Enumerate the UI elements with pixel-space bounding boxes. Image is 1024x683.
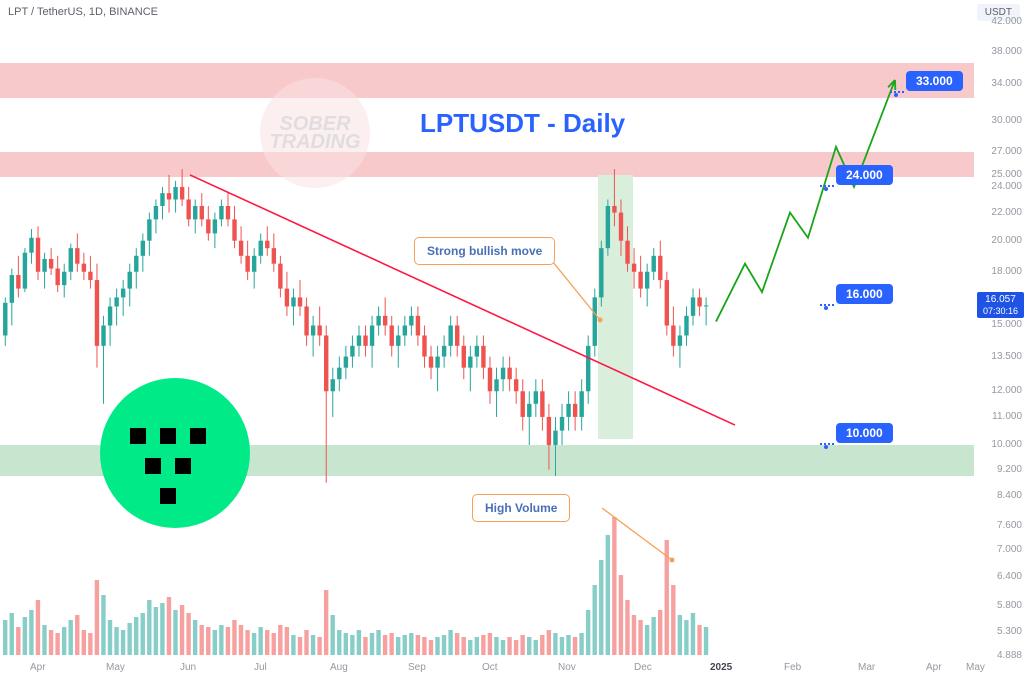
target-24.000: 24.000 (836, 165, 893, 185)
y-tick: 30.000 (991, 115, 1022, 126)
y-tick: 42.000 (991, 16, 1022, 27)
y-tick: 38.000 (991, 46, 1022, 57)
y-tick: 4.888 (997, 650, 1022, 661)
target-10.000: 10.000 (836, 423, 893, 443)
x-tick: 2025 (710, 662, 732, 673)
x-tick: Apr (926, 662, 942, 673)
y-tick: 7.000 (997, 544, 1022, 555)
current-price-label: 16.057 07:30:16 (977, 292, 1024, 318)
y-tick: 18.000 (991, 266, 1022, 277)
target-16.000: 16.000 (836, 284, 893, 304)
y-tick: 25.000 (991, 169, 1022, 180)
x-tick: Apr (30, 662, 46, 673)
x-tick: Oct (482, 662, 498, 673)
price-value: 16.057 (983, 294, 1018, 306)
x-tick: Nov (558, 662, 576, 673)
callout-bullish-move: Strong bullish move (414, 237, 555, 265)
y-tick: 15.000 (991, 319, 1022, 330)
x-tick: May (106, 662, 125, 673)
y-tick: 5.300 (997, 626, 1022, 637)
target-33.000: 33.000 (906, 71, 963, 91)
y-tick: 12.000 (991, 385, 1022, 396)
callout-high-volume: High Volume (472, 494, 570, 522)
y-tick: 10.000 (991, 439, 1022, 450)
y-tick: 11.000 (992, 411, 1022, 422)
x-tick: Dec (634, 662, 652, 673)
x-tick: Feb (784, 662, 801, 673)
x-tick: May (966, 662, 985, 673)
y-tick: 5.800 (997, 600, 1022, 611)
y-tick: 9.200 (997, 464, 1022, 475)
y-tick: 24.000 (991, 181, 1022, 192)
y-tick: 22.000 (991, 207, 1022, 218)
x-tick: Aug (330, 662, 348, 673)
y-tick: 34.000 (991, 78, 1022, 89)
y-tick: 7.600 (997, 520, 1022, 531)
x-tick: Jul (254, 662, 267, 673)
chart-front-svg (0, 0, 1024, 683)
y-tick: 13.500 (991, 351, 1022, 362)
tradingview-chart[interactable]: LPT / TetherUS, 1D, BINANCE USDT SOBER T… (0, 0, 1024, 683)
price-countdown: 07:30:16 (983, 306, 1018, 316)
x-tick: Sep (408, 662, 426, 673)
x-tick: Jun (180, 662, 196, 673)
y-tick: 20.000 (991, 235, 1022, 246)
y-tick: 8.400 (997, 490, 1022, 501)
y-tick: 27.000 (991, 146, 1022, 157)
x-tick: Mar (858, 662, 875, 673)
y-tick: 6.400 (997, 571, 1022, 582)
chart-title: LPTUSDT - Daily (420, 108, 625, 139)
